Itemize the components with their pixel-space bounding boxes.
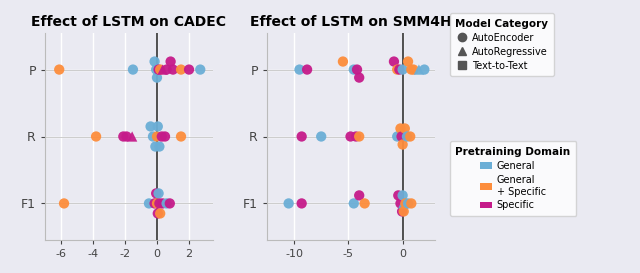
Point: [316, 134, 326, 139]
Point: [349, 201, 359, 206]
Point: [402, 134, 412, 139]
Point: [406, 67, 417, 72]
Point: [184, 67, 194, 72]
Point: [118, 134, 129, 139]
Point: [396, 126, 406, 131]
Point: [160, 134, 170, 139]
Point: [394, 67, 404, 72]
Point: [152, 134, 162, 139]
Point: [294, 67, 305, 72]
Point: [296, 201, 307, 206]
Point: [284, 201, 294, 206]
Point: [398, 201, 408, 206]
Point: [397, 209, 407, 214]
Point: [414, 67, 424, 72]
Title: Effect of LSTM on CADEC: Effect of LSTM on CADEC: [31, 15, 227, 29]
Point: [151, 191, 161, 195]
Title: Effect of LSTM on SMM4H: Effect of LSTM on SMM4H: [250, 15, 452, 29]
Point: [154, 191, 164, 195]
Point: [152, 201, 162, 206]
Point: [154, 67, 164, 72]
Point: [396, 134, 406, 139]
Point: [157, 134, 167, 139]
Point: [144, 201, 154, 206]
Point: [346, 134, 356, 139]
Point: [400, 201, 410, 206]
Point: [360, 201, 370, 206]
Point: [148, 134, 158, 139]
Point: [403, 59, 413, 64]
Point: [155, 211, 165, 216]
Point: [403, 201, 413, 206]
Point: [195, 67, 205, 72]
Point: [406, 201, 417, 206]
Point: [352, 67, 362, 72]
Point: [145, 124, 156, 129]
Point: [302, 67, 312, 72]
Point: [127, 134, 137, 139]
Point: [155, 67, 165, 72]
Point: [152, 75, 162, 80]
Point: [393, 193, 403, 198]
Point: [397, 193, 408, 198]
Point: [150, 201, 160, 206]
Point: [354, 134, 364, 139]
Point: [392, 134, 403, 139]
Point: [150, 59, 160, 64]
Point: [153, 211, 163, 216]
Point: [154, 201, 164, 206]
Point: [399, 209, 409, 214]
Point: [389, 59, 399, 64]
Point: [157, 201, 168, 206]
Point: [296, 134, 307, 139]
Point: [128, 67, 138, 72]
Point: [150, 144, 161, 149]
Point: [154, 144, 164, 149]
Legend: General, General
+ Specific, Specific: General, General + Specific, Specific: [450, 141, 577, 216]
Point: [153, 124, 163, 129]
Point: [54, 67, 65, 72]
Point: [400, 126, 410, 131]
Point: [176, 67, 186, 72]
Point: [91, 134, 101, 139]
Point: [157, 67, 168, 72]
Point: [392, 67, 403, 72]
Legend: AutoEncoder, AutoRegressive, Text-to-Text: AutoEncoder, AutoRegressive, Text-to-Tex…: [450, 13, 554, 76]
Point: [397, 67, 408, 72]
Point: [161, 201, 172, 206]
Point: [164, 201, 175, 206]
Point: [151, 67, 161, 72]
Point: [419, 67, 429, 72]
Point: [405, 134, 415, 139]
Point: [168, 67, 178, 72]
Point: [122, 134, 132, 139]
Point: [59, 201, 69, 206]
Point: [161, 67, 172, 72]
Point: [176, 134, 186, 139]
Point: [351, 134, 361, 139]
Point: [354, 75, 364, 80]
Point: [349, 67, 359, 72]
Point: [338, 59, 348, 64]
Point: [408, 67, 419, 72]
Point: [396, 201, 406, 206]
Point: [166, 59, 176, 64]
Point: [354, 193, 364, 198]
Point: [397, 142, 408, 147]
